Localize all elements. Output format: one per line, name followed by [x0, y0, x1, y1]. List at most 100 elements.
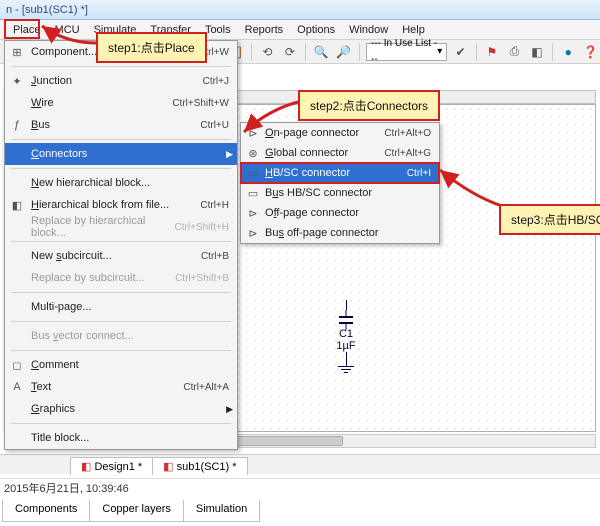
menu-label: Bus HB/SC connector: [265, 187, 372, 199]
menu-label: Component...: [31, 46, 97, 58]
menu-label: Off-page connector: [265, 207, 359, 219]
shortcut: Ctrl+Shift+B: [175, 273, 229, 284]
connectors-hbsc[interactable]: ▭ HB/SC connector Ctrl+I: [241, 163, 439, 183]
menu-options[interactable]: Options: [290, 20, 342, 39]
menu-label: On-page connector: [265, 127, 359, 139]
menu-label: New hierarchical block...: [31, 177, 150, 189]
place-menu-bus[interactable]: ƒ Bus Ctrl+U: [5, 114, 237, 136]
bus-offpage-icon: ⊳: [245, 225, 261, 241]
place-menu-graphics[interactable]: Graphics▶: [5, 398, 237, 420]
shortcut: Ctrl+Alt+G: [384, 148, 431, 159]
capacitor-component[interactable]: C1 1µF: [326, 300, 366, 352]
ltab-copper[interactable]: Copper layers: [89, 500, 183, 522]
tb-icon[interactable]: ⚑: [483, 42, 501, 62]
chevron-down-icon: ▾: [437, 44, 442, 60]
menu-label: New subcircuit...: [31, 250, 112, 262]
shortcut: Ctrl+Shift+H: [175, 222, 229, 233]
global-icon: ⊛: [245, 145, 261, 161]
hb-from-file-icon: ◧: [9, 197, 25, 213]
place-menu-connectors[interactable]: Connectors ▶: [5, 143, 237, 165]
tb-icon[interactable]: ✔: [451, 42, 469, 62]
menubar: Place MCU Simulate Transfer Tools Report…: [0, 20, 600, 40]
shortcut: Ctrl+Alt+A: [183, 382, 229, 393]
menu-label: Global connector: [265, 147, 348, 159]
menu-place[interactable]: Place: [6, 20, 48, 39]
shortcut: Ctrl+Shift+W: [172, 98, 229, 109]
menu-label: Multi-page...: [31, 301, 92, 313]
tab-sub1[interactable]: ◧ sub1(SC1) *: [152, 457, 247, 475]
callout-step2: step2:点击Connectors: [298, 90, 440, 121]
callout-step3: step3:点击HB/SC connector: [499, 204, 600, 235]
connectors-offpage[interactable]: ⊳ Off-page connector: [241, 203, 439, 223]
menu-mcu[interactable]: MCU: [48, 20, 87, 39]
document-tabs: ◧ Design1 * ◧ sub1(SC1) *: [0, 454, 600, 474]
component-icon: ⊞: [9, 44, 25, 60]
connectors-bus-offpage[interactable]: ⊳ Bus off-page connector: [241, 223, 439, 243]
connectors-submenu: ⊳ On-page connector Ctrl+Alt+O ⊛ Global conn…: [240, 122, 440, 244]
menu-label: Bus: [31, 119, 50, 131]
menu-label: Connectors: [31, 148, 87, 160]
shortcut: Ctrl+B: [201, 251, 229, 262]
ltab-components[interactable]: Components: [2, 500, 90, 522]
place-menu-comment[interactable]: ◻ Comment: [5, 354, 237, 376]
menu-label: Junction: [31, 75, 72, 87]
menu-label: Text: [31, 381, 51, 393]
tb-icon[interactable]: ●: [559, 42, 577, 62]
menu-label: Hierarchical block from file...: [31, 199, 169, 211]
tb-icon[interactable]: 🔎: [335, 42, 353, 62]
menu-label: Wire: [31, 97, 54, 109]
menu-reports[interactable]: Reports: [238, 20, 291, 39]
menu-label: Replace by hierarchical block...: [31, 215, 175, 239]
text-icon: A: [9, 379, 25, 395]
in-use-list-combo[interactable]: --- In Use List ---▾: [366, 43, 447, 61]
tab-design1[interactable]: ◧ Design1 *: [70, 457, 153, 475]
place-menu-title-block[interactable]: Title block...: [5, 427, 237, 449]
connectors-bus-hbsc[interactable]: ▭ Bus HB/SC connector: [241, 183, 439, 203]
hbsc-icon: ▭: [245, 165, 261, 181]
shortcut: Ctrl+I: [407, 168, 431, 179]
place-menu-replace-sc: Replace by subcircuit...Ctrl+Shift+B: [5, 267, 237, 289]
place-menu-hb-from-file[interactable]: ◧ Hierarchical block from file... Ctrl+H: [5, 194, 237, 216]
window-title: n - [sub1(SC1) *]: [0, 0, 600, 20]
ltab-sim[interactable]: Simulation: [183, 500, 260, 522]
lower-tabs: Components Copper layers Simulation: [0, 500, 600, 522]
junction-icon: ✦: [9, 73, 25, 89]
tb-icon[interactable]: ❓: [582, 42, 600, 62]
callout-step1: step1:点击Place: [96, 32, 207, 63]
place-menu-wire[interactable]: Wire Ctrl+Shift+W: [5, 92, 237, 114]
shortcut: Ctrl+U: [200, 120, 229, 131]
status-bar: 2015年6月21日, 10:39:46: [0, 478, 600, 498]
ground-symbol[interactable]: [338, 352, 354, 373]
tb-icon[interactable]: ◧: [528, 42, 546, 62]
submenu-arrow-icon: ▶: [226, 149, 233, 160]
connectors-global[interactable]: ⊛ Global connector Ctrl+Alt+G: [241, 143, 439, 163]
place-menu-new-hb[interactable]: New hierarchical block...: [5, 172, 237, 194]
cap-value: 1µF: [326, 340, 366, 352]
shortcut: Ctrl+J: [203, 76, 229, 87]
shortcut: Ctrl+Alt+O: [384, 128, 431, 139]
menu-label: HB/SC connector: [265, 167, 350, 179]
tb-icon[interactable]: ⎙: [505, 42, 523, 62]
shortcut: Ctrl+H: [200, 200, 229, 211]
bus-icon: ƒ: [9, 117, 25, 133]
place-menu-new-sc[interactable]: New subcircuit... Ctrl+B: [5, 245, 237, 267]
comment-icon: ◻: [9, 357, 25, 373]
menu-label: Comment: [31, 359, 79, 371]
place-menu-multi-page[interactable]: Multi-page...: [5, 296, 237, 318]
onpage-icon: ⊳: [245, 125, 261, 141]
menu-label: Bus vector connect...: [31, 330, 134, 342]
place-menu-replace-hb: Replace by hierarchical block...Ctrl+Shi…: [5, 216, 237, 238]
tb-icon[interactable]: ⟲: [258, 42, 276, 62]
tb-icon[interactable]: 🔍: [312, 42, 330, 62]
place-menu-bus-vec: Bus vector connect...: [5, 325, 237, 347]
combo-label: --- In Use List ---: [371, 36, 437, 68]
offpage-icon: ⊳: [245, 205, 261, 221]
place-menu-junction[interactable]: ✦ Junction Ctrl+J: [5, 70, 237, 92]
menu-label: Title block...: [31, 432, 89, 444]
tb-icon[interactable]: ⟳: [281, 42, 299, 62]
menu-label: Bus off-page connector: [265, 227, 379, 239]
place-menu-text[interactable]: A Text Ctrl+Alt+A: [5, 376, 237, 398]
connectors-onpage[interactable]: ⊳ On-page connector Ctrl+Alt+O: [241, 123, 439, 143]
menu-label: Graphics: [31, 403, 75, 415]
bus-hbsc-icon: ▭: [245, 185, 261, 201]
